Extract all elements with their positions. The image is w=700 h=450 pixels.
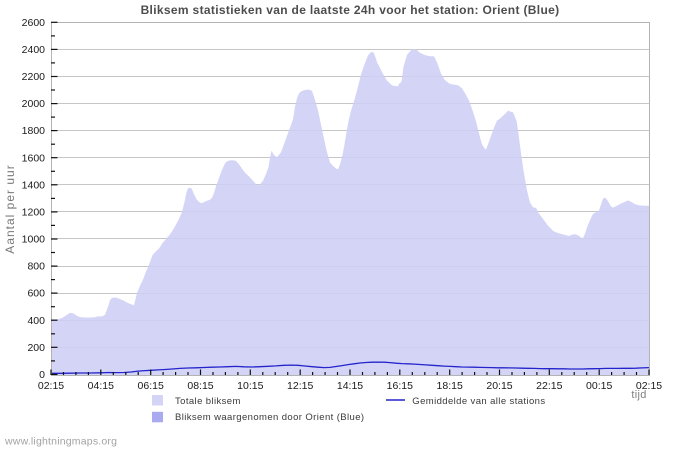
svg-text:02:15: 02:15 xyxy=(38,380,64,392)
svg-text:16:15: 16:15 xyxy=(387,380,413,392)
svg-text:Totale bliksem: Totale bliksem xyxy=(175,396,241,407)
svg-text:400: 400 xyxy=(27,315,45,327)
svg-text:tijd: tijd xyxy=(631,389,646,401)
svg-text:14:15: 14:15 xyxy=(337,380,363,392)
svg-text:1800: 1800 xyxy=(22,125,46,137)
svg-text:www.lightningmaps.org: www.lightningmaps.org xyxy=(4,436,117,448)
svg-text:2600: 2600 xyxy=(22,17,46,29)
svg-text:04:15: 04:15 xyxy=(88,380,114,392)
svg-text:2200: 2200 xyxy=(22,71,46,83)
svg-text:20:15: 20:15 xyxy=(486,380,512,392)
svg-text:0: 0 xyxy=(39,369,45,381)
svg-text:Bliksem waargenomen door Orien: Bliksem waargenomen door Orient (Blue) xyxy=(175,412,364,423)
svg-text:600: 600 xyxy=(27,288,45,300)
svg-text:08:15: 08:15 xyxy=(187,380,213,392)
svg-text:Aantal per uur: Aantal per uur xyxy=(3,164,17,253)
svg-text:02:15: 02:15 xyxy=(636,380,662,392)
svg-text:1200: 1200 xyxy=(22,207,46,219)
svg-text:00:15: 00:15 xyxy=(586,380,612,392)
svg-text:18:15: 18:15 xyxy=(437,380,463,392)
svg-text:1600: 1600 xyxy=(22,152,46,164)
svg-text:10:15: 10:15 xyxy=(237,380,263,392)
svg-text:200: 200 xyxy=(27,342,45,354)
svg-text:1400: 1400 xyxy=(22,179,46,191)
svg-text:2400: 2400 xyxy=(22,44,46,56)
svg-text:1000: 1000 xyxy=(22,234,46,246)
svg-text:800: 800 xyxy=(27,261,45,273)
svg-text:Gemiddelde van alle stations: Gemiddelde van alle stations xyxy=(412,396,545,407)
svg-text:Bliksem statistieken van de la: Bliksem statistieken van de laatste 24h … xyxy=(141,3,560,17)
svg-text:2000: 2000 xyxy=(22,98,46,110)
svg-text:12:15: 12:15 xyxy=(287,380,313,392)
svg-text:06:15: 06:15 xyxy=(138,380,164,392)
svg-text:22:15: 22:15 xyxy=(536,380,562,392)
